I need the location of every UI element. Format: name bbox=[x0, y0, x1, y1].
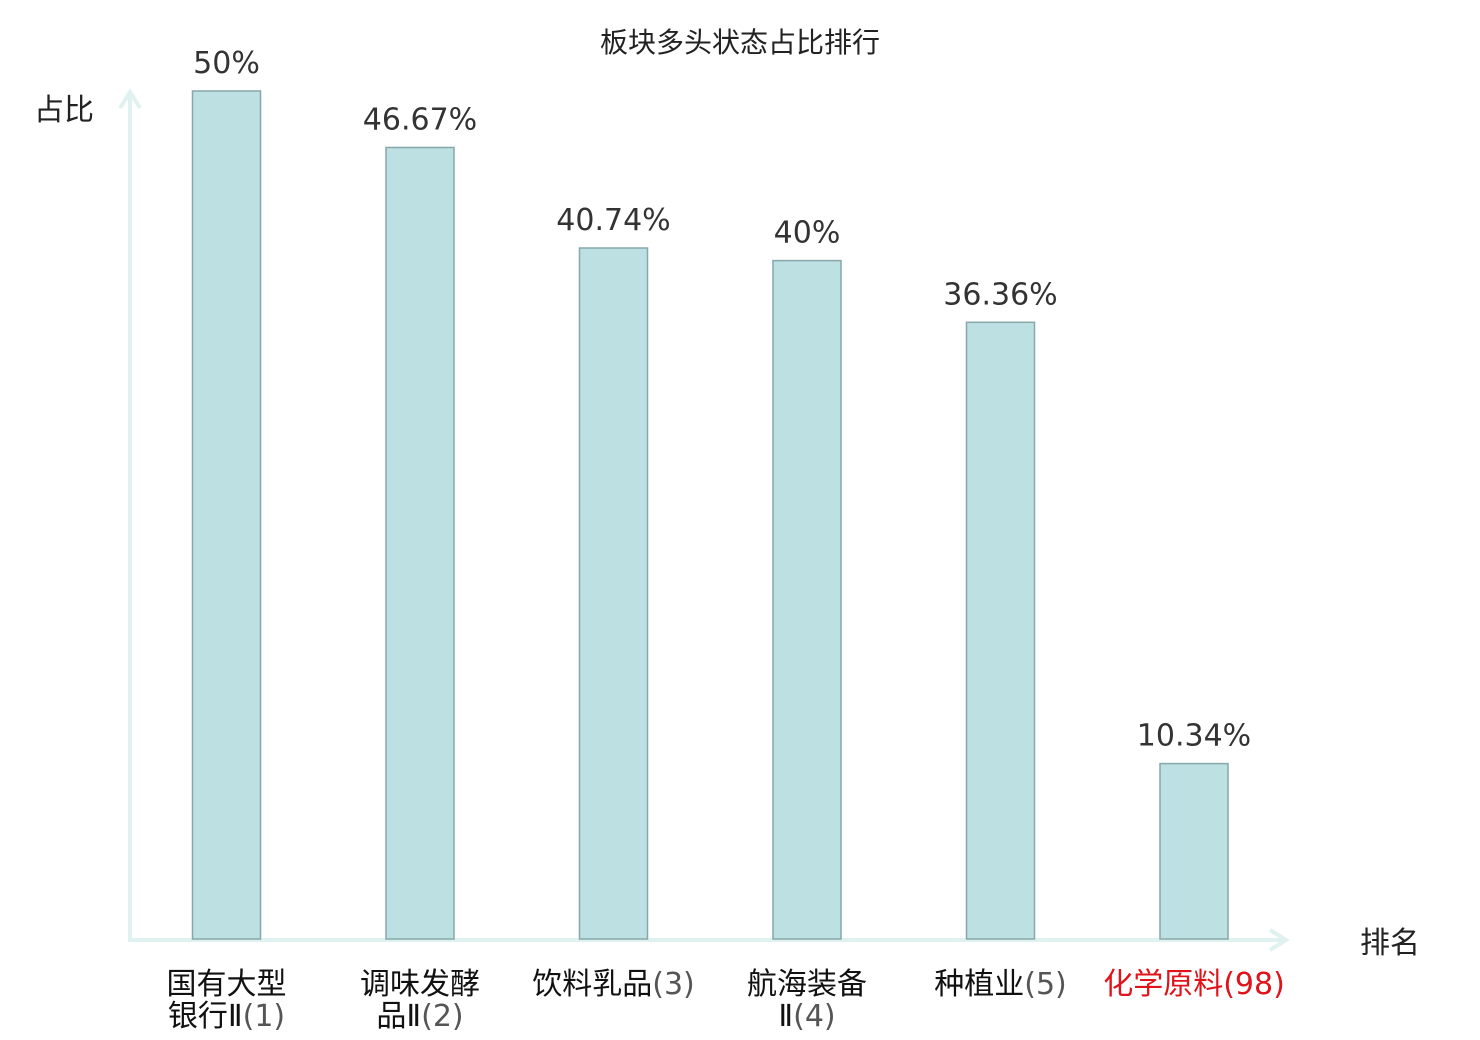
x-axis-arrow bbox=[1268, 928, 1290, 952]
category-label-4-line-1: 航海装备 bbox=[747, 967, 867, 1002]
category-label-2-line-2: 品Ⅱ(2) bbox=[376, 999, 463, 1034]
category-label-6-line-1: 化学原料(98) bbox=[1103, 967, 1285, 1002]
category-name: 调味发酵 bbox=[360, 967, 480, 1002]
bar-5 bbox=[965, 321, 1036, 940]
value-label-1: 50% bbox=[193, 46, 260, 81]
y-axis-arrow bbox=[118, 88, 142, 110]
bar-3 bbox=[578, 247, 649, 940]
chart-title: 板块多头状态占比排行 bbox=[600, 26, 880, 59]
value-label-3: 40.74% bbox=[556, 203, 670, 238]
bar-2 bbox=[385, 146, 455, 940]
category-name: 饮料乳品 bbox=[532, 967, 652, 1002]
category-label-1-line-2: 银行Ⅱ(1) bbox=[168, 999, 285, 1034]
category-rank: (2) bbox=[421, 999, 464, 1034]
category-label-2-line-1: 调味发酵 bbox=[360, 967, 480, 1002]
category-rank: (98) bbox=[1223, 967, 1285, 1002]
bar-4 bbox=[772, 259, 842, 940]
category-name: 航海装备 bbox=[747, 967, 867, 1002]
x-axis-label: 排名 bbox=[1360, 926, 1420, 961]
category-name: 化学原料 bbox=[1103, 967, 1223, 1002]
value-label-2: 46.67% bbox=[363, 103, 477, 138]
category-name: 银行Ⅱ bbox=[168, 999, 243, 1034]
category-label-3-line-1: 饮料乳品(3) bbox=[532, 967, 695, 1002]
category-name: Ⅱ bbox=[778, 999, 793, 1034]
category-label-4-line-2: Ⅱ(4) bbox=[778, 999, 835, 1034]
value-label-4: 40% bbox=[774, 216, 841, 251]
bar-1 bbox=[191, 90, 262, 940]
value-label-6: 10.34% bbox=[1137, 719, 1251, 754]
category-name: 国有大型 bbox=[167, 967, 287, 1002]
value-labels: 50% 46.67% 40.74% 40% 36.36% 10.34% bbox=[193, 46, 1251, 754]
category-rank: (1) bbox=[243, 999, 286, 1034]
category-name: 种植业 bbox=[934, 967, 1024, 1002]
value-label-5: 36.36% bbox=[943, 277, 1057, 312]
axes bbox=[118, 88, 1290, 952]
category-rank: (3) bbox=[652, 967, 695, 1002]
category-label-5-line-1: 种植业(5) bbox=[934, 967, 1067, 1002]
category-label-1-line-1: 国有大型 bbox=[167, 967, 287, 1002]
bar-6 bbox=[1159, 762, 1229, 940]
category-rank: (4) bbox=[793, 999, 836, 1034]
category-rank: (5) bbox=[1024, 967, 1067, 1002]
category-name: 品Ⅱ bbox=[376, 999, 421, 1034]
y-axis-label: 占比 bbox=[34, 93, 94, 128]
bars bbox=[191, 90, 1229, 940]
